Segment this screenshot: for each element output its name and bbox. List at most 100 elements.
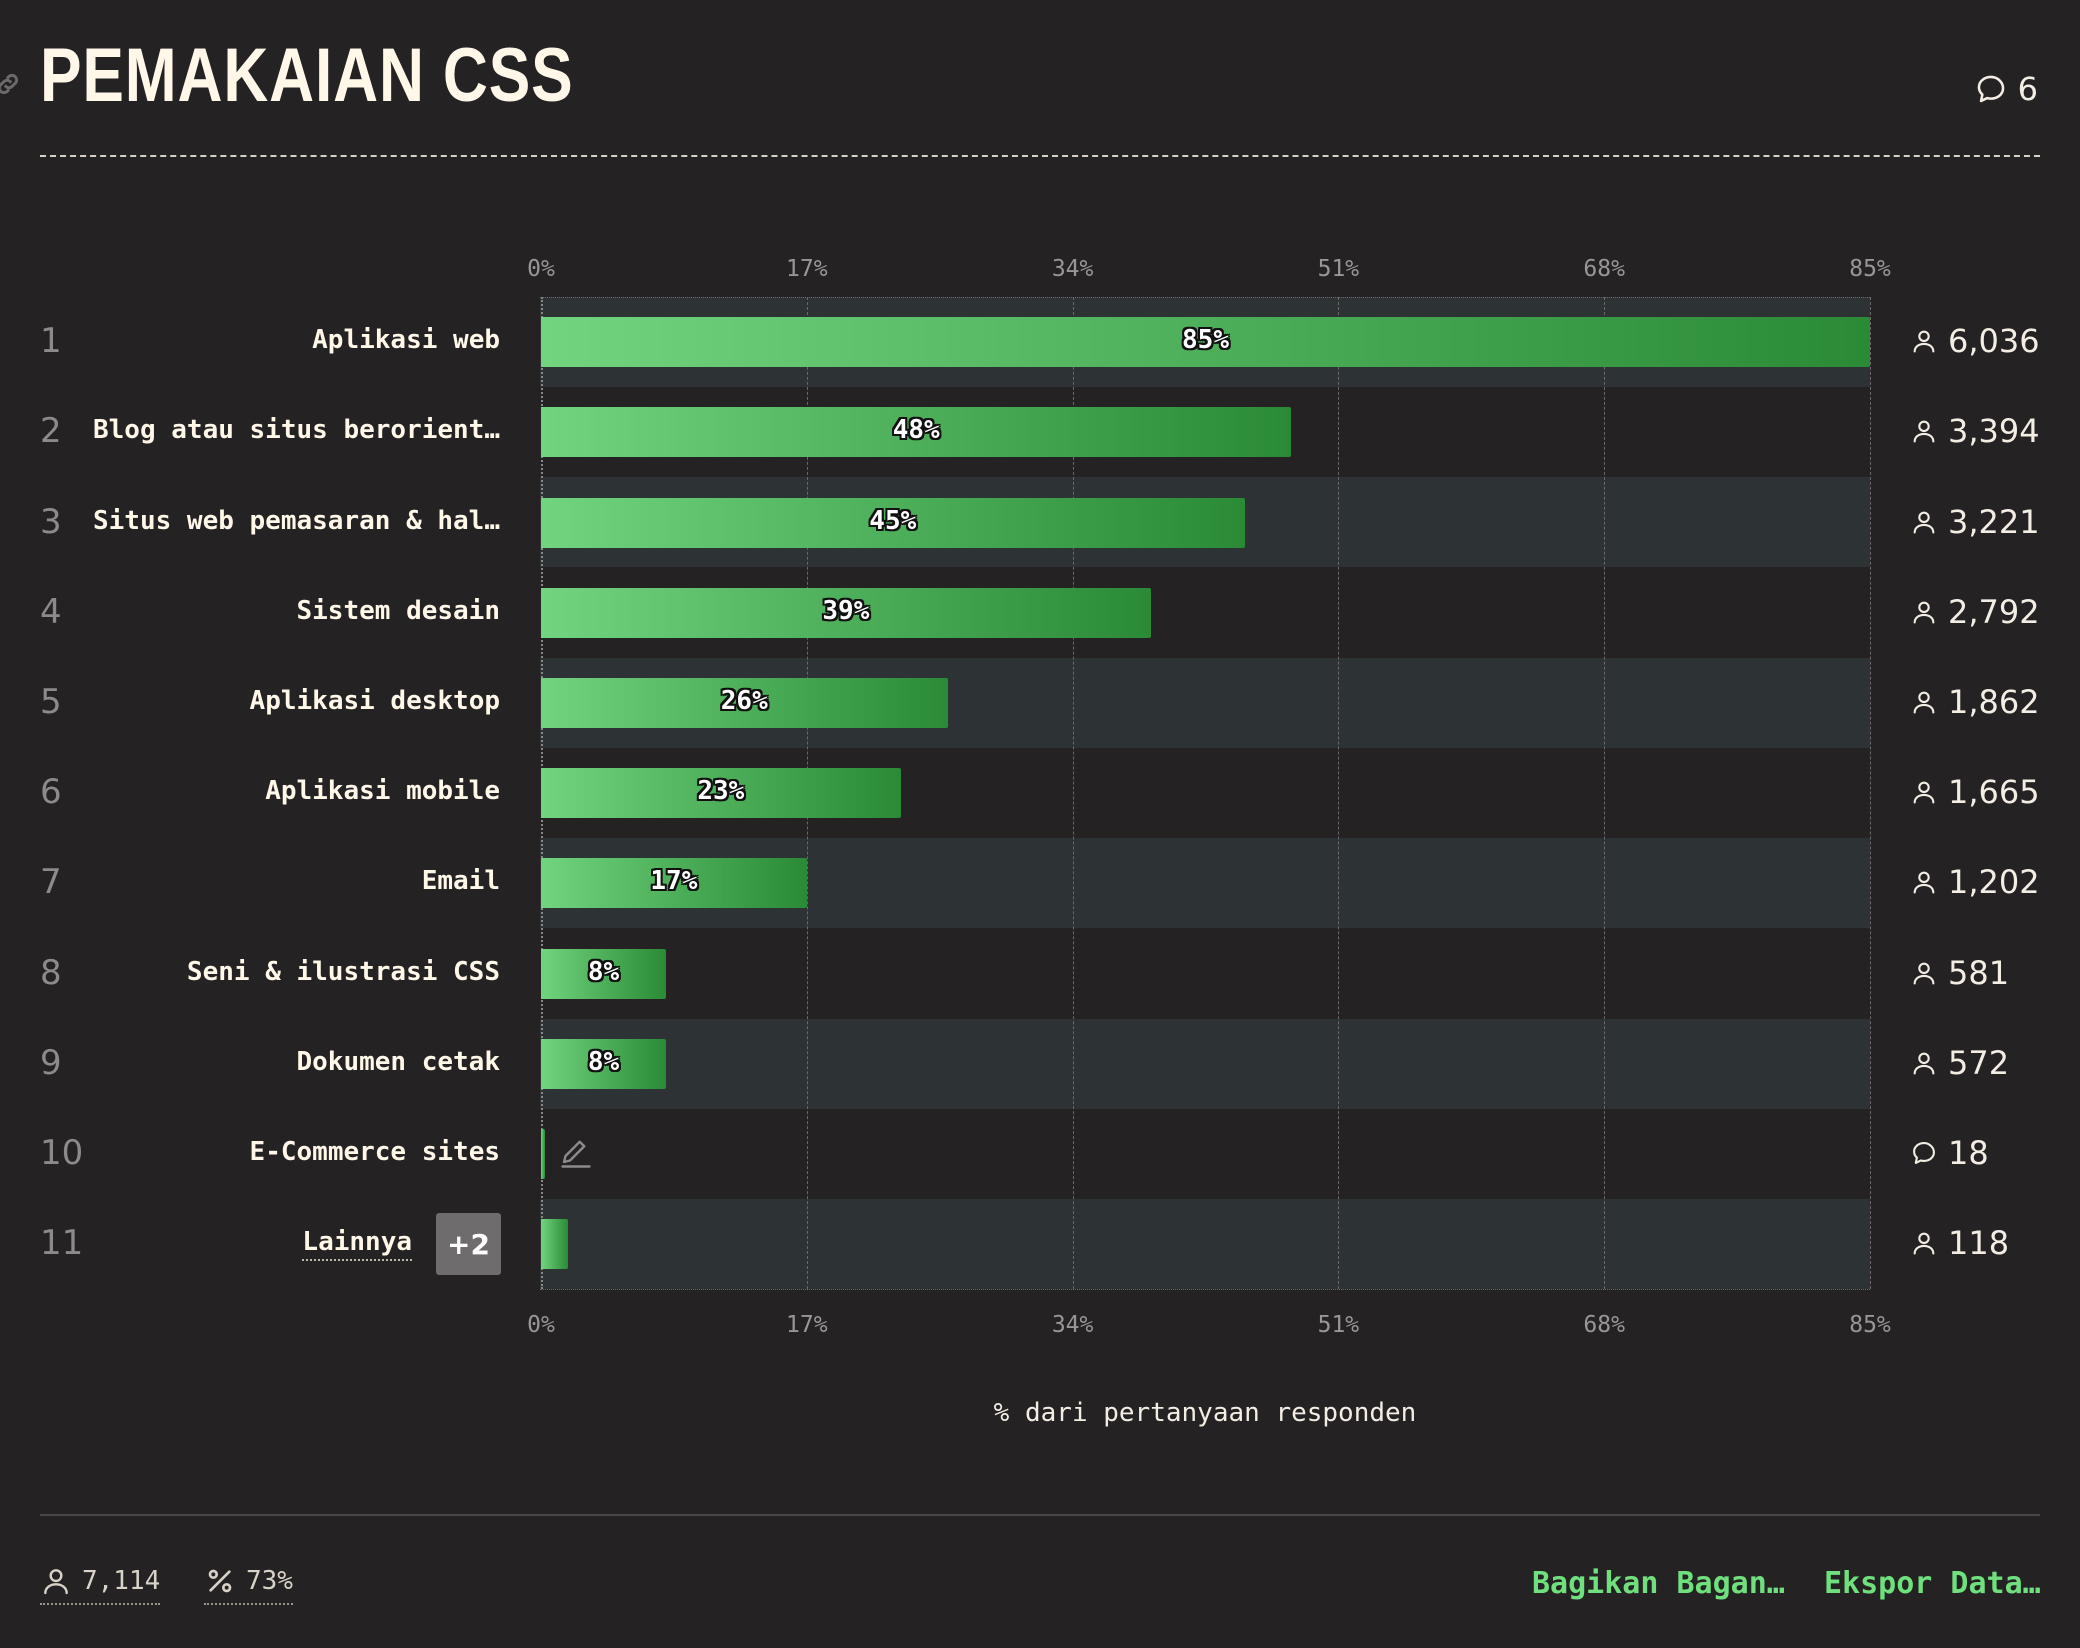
x-tick-label-bottom: 68% (1583, 1312, 1625, 1338)
bar-value-label: 39% (822, 595, 870, 626)
bar-value-label: 45% (869, 505, 917, 536)
x-tick-label-bottom: 34% (1051, 1312, 1094, 1338)
respondent-count[interactable]: 1,665 (1910, 773, 2040, 811)
user-icon (1913, 1232, 1935, 1255)
gridline (1604, 297, 1606, 1289)
bar[interactable] (541, 948, 667, 999)
count-value: 1,202 (1948, 863, 2040, 902)
footer-divider (40, 1514, 2040, 1516)
row-background (540, 1199, 1870, 1289)
count-value: 118 (1948, 1224, 2010, 1263)
bar[interactable] (541, 768, 901, 819)
x-tick-label-top: 68% (1583, 256, 1625, 282)
bar-value-label: 23% (697, 776, 745, 807)
percent-value: 73% (246, 1566, 293, 1596)
row-rank: 2 (40, 411, 62, 452)
count-value: 581 (1948, 953, 2010, 992)
bar[interactable] (541, 1038, 667, 1089)
count-value: 1,665 (1948, 773, 2040, 812)
category-label: Sistem desain (296, 595, 501, 626)
respondent-count[interactable]: 581 (1910, 954, 2009, 992)
user-icon (44, 1569, 68, 1595)
bar[interactable] (541, 677, 948, 728)
count-value: 2,792 (1948, 592, 2040, 631)
x-tick-label-bottom: 17% (786, 1312, 828, 1338)
bar-value-label: 48% (892, 415, 940, 446)
bar-value-label: 17% (650, 866, 698, 897)
count-value: 3,394 (1948, 412, 2040, 451)
share-chart-button[interactable]: Bagikan Bagan… (1532, 1566, 1785, 1601)
category-label: Email (421, 866, 500, 897)
link-icon[interactable] (0, 70, 22, 98)
row-rank: 9 (40, 1042, 62, 1083)
category-label: Aplikasi desktop (249, 685, 500, 716)
bar-value-label: 26% (720, 685, 768, 716)
user-icon (1913, 871, 1935, 894)
category-label: Situs web pemasaran & hal… (93, 505, 500, 536)
respondent-count[interactable]: 572 (1910, 1044, 2009, 1082)
gridline (1870, 297, 1871, 1289)
bar-value-label: 8% (587, 1046, 620, 1077)
category-label: Seni & ilustrasi CSS (186, 956, 500, 987)
bar[interactable] (541, 317, 1870, 368)
comments-count: 6 (2017, 70, 2038, 108)
row-rank: 4 (40, 591, 62, 632)
bar[interactable] (541, 587, 1151, 638)
x-tick-label-bottom: 0% (527, 1312, 555, 1338)
row-rank: 8 (40, 952, 62, 993)
bar[interactable] (541, 858, 807, 909)
user-icon (1913, 1052, 1935, 1075)
user-icon (1913, 420, 1935, 443)
bar-value-label: 8% (587, 956, 620, 987)
axis-bottom-line (540, 1289, 1870, 1290)
x-tick-label-bottom: 51% (1317, 1312, 1360, 1338)
x-tick-label-top: 0% (527, 256, 555, 282)
x-axis-title: % dari pertanyaan responden (993, 1398, 1417, 1428)
category-label: Aplikasi mobile (265, 776, 500, 807)
user-icon (1913, 330, 1935, 353)
category-label: E-Commerce sites (249, 1136, 500, 1167)
user-icon (1913, 962, 1935, 985)
row-rank: 5 (40, 681, 62, 722)
row-rank: 3 (40, 501, 62, 542)
category-label: Blog atau situs berorient… (93, 415, 500, 446)
x-tick-label-top: 34% (1051, 256, 1094, 282)
respondent-count[interactable]: 3,394 (1910, 412, 2040, 450)
respondent-count[interactable]: 118 (1910, 1224, 2009, 1262)
count-value: 1,862 (1948, 682, 2040, 721)
gridline (1338, 297, 1340, 1289)
row-background (540, 1018, 1870, 1109)
category-label[interactable]: Lainnya (302, 1227, 412, 1262)
comments-button[interactable]: 6 (1974, 70, 2038, 108)
bar[interactable] (541, 1128, 545, 1179)
count-value: 18 (1948, 1133, 1989, 1172)
respondent-count[interactable]: 1,862 (1910, 683, 2040, 721)
row-rank: 10 (40, 1132, 84, 1173)
axis-top-line (540, 297, 1870, 298)
respondent-count[interactable]: 18 (1910, 1134, 1989, 1172)
export-data-button[interactable]: Ekspor Data… (1824, 1566, 2041, 1601)
user-icon (1913, 781, 1935, 804)
row-rank: 7 (40, 862, 62, 903)
respondents-stat[interactable]: 7,114 (40, 1565, 161, 1605)
comment-icon (1913, 1141, 1935, 1164)
respondent-count[interactable]: 3,221 (1910, 503, 2040, 541)
respondent-count[interactable]: 6,036 (1910, 322, 2040, 360)
x-tick-label-bottom: 85% (1849, 1312, 1891, 1338)
gridline (1072, 297, 1074, 1289)
respondent-count[interactable]: 2,792 (1910, 593, 2040, 631)
comment-icon (1977, 75, 2004, 103)
percent-stat[interactable]: 73% (204, 1565, 293, 1605)
count-value: 3,221 (1948, 502, 2040, 541)
respondent-count[interactable]: 1,202 (1910, 863, 2040, 901)
category-label: Dokumen cetak (296, 1046, 501, 1077)
more-options-badge[interactable]: +2 (436, 1213, 501, 1275)
count-value: 572 (1948, 1043, 2010, 1082)
bar[interactable] (541, 407, 1292, 458)
user-icon (1913, 691, 1935, 714)
bar[interactable] (541, 497, 1245, 548)
bar[interactable] (541, 1219, 568, 1270)
row-rank: 6 (40, 772, 62, 813)
page-title: PEMAKAIAN CSS (40, 33, 574, 118)
edit-icon[interactable] (558, 1135, 594, 1171)
